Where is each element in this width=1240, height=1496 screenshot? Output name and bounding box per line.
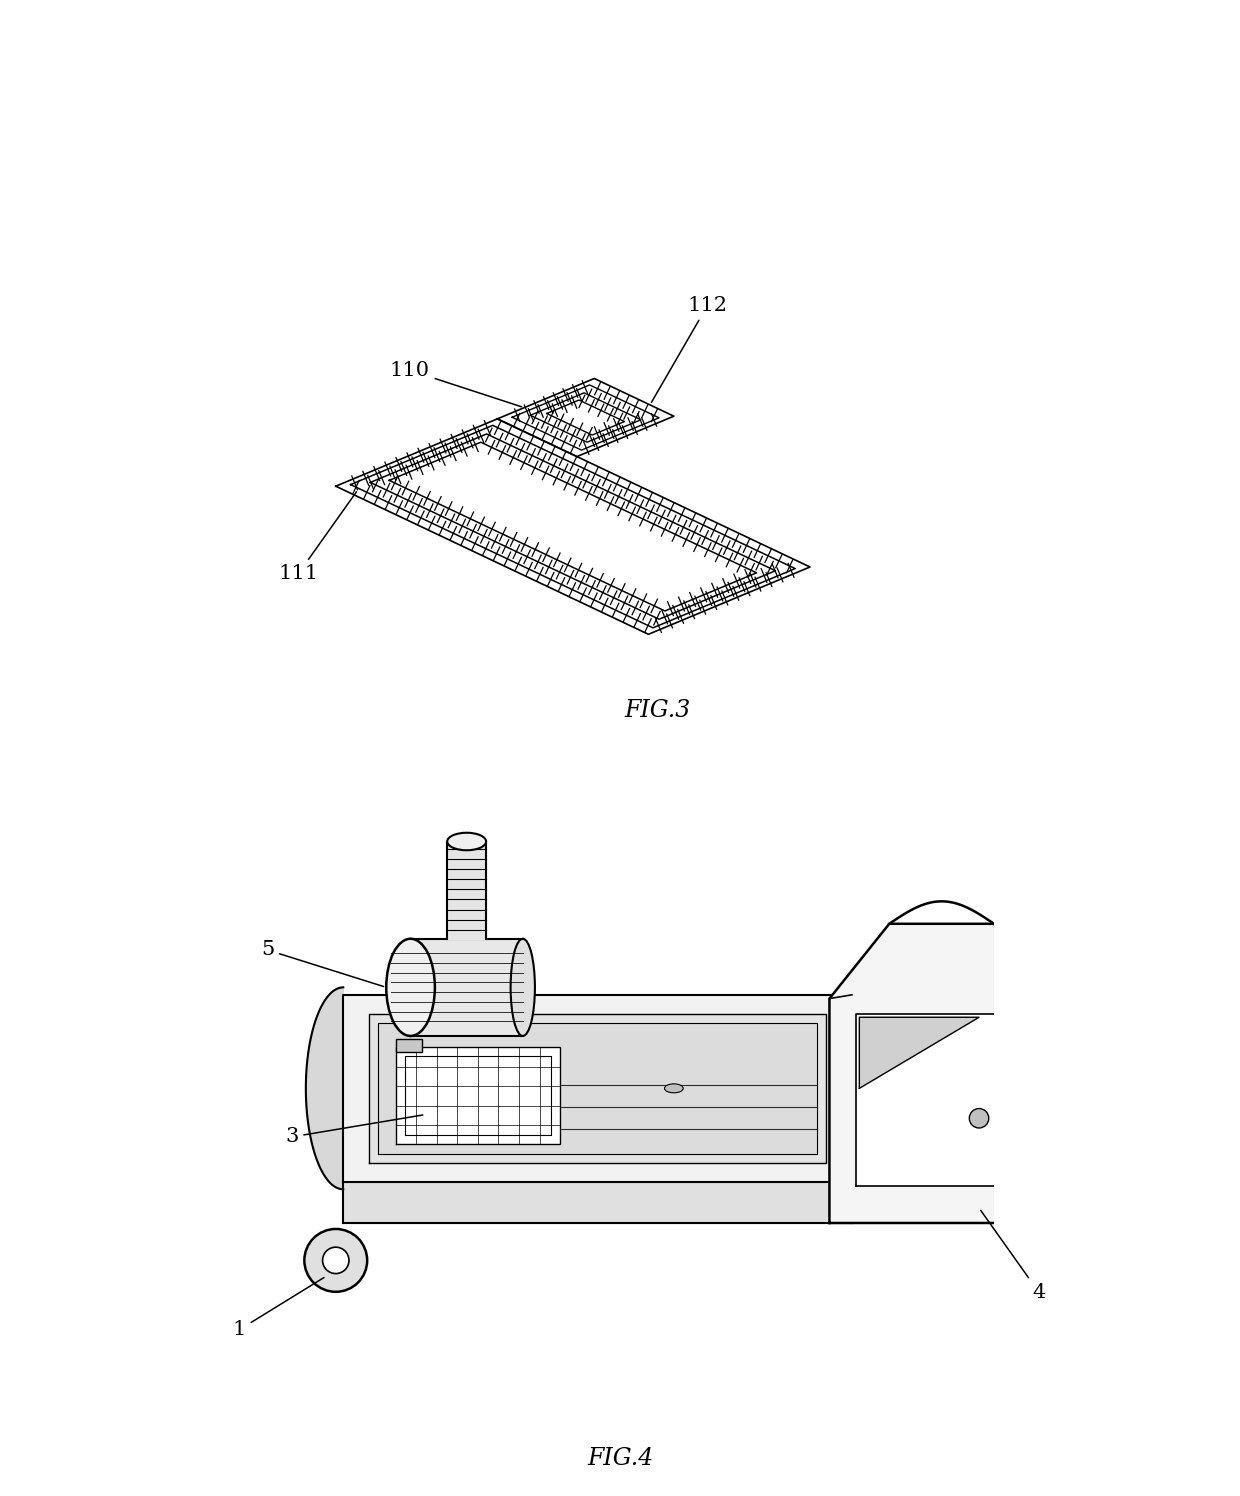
Polygon shape: [351, 425, 795, 628]
Circle shape: [322, 1248, 348, 1273]
Polygon shape: [830, 923, 1039, 1224]
Polygon shape: [370, 1014, 826, 1164]
Text: FIG.3: FIG.3: [624, 699, 691, 723]
Text: 111: 111: [278, 492, 356, 583]
Polygon shape: [856, 1014, 1013, 1185]
Circle shape: [304, 1230, 367, 1291]
Text: 1: 1: [233, 1278, 324, 1339]
Ellipse shape: [665, 1083, 683, 1092]
Ellipse shape: [511, 939, 534, 1035]
Polygon shape: [512, 384, 658, 450]
Polygon shape: [389, 443, 756, 610]
Text: 4: 4: [981, 1210, 1045, 1302]
Polygon shape: [306, 987, 343, 1224]
Text: 110: 110: [389, 361, 522, 407]
Polygon shape: [859, 1017, 980, 1089]
Bar: [396, 1040, 422, 1053]
Circle shape: [970, 1109, 988, 1128]
Text: FIG.4: FIG.4: [587, 1447, 653, 1471]
Text: 3: 3: [285, 1115, 423, 1146]
Polygon shape: [336, 419, 810, 634]
Polygon shape: [396, 1047, 560, 1144]
Text: 5: 5: [260, 941, 383, 986]
Polygon shape: [852, 987, 889, 1224]
Polygon shape: [410, 939, 523, 1037]
Ellipse shape: [448, 833, 486, 850]
Text: 112: 112: [651, 296, 728, 402]
Polygon shape: [371, 434, 775, 619]
Polygon shape: [497, 378, 673, 456]
Polygon shape: [378, 1023, 817, 1155]
Polygon shape: [547, 399, 625, 435]
Polygon shape: [531, 393, 641, 443]
Ellipse shape: [386, 939, 435, 1035]
Polygon shape: [343, 1182, 852, 1224]
Polygon shape: [448, 841, 486, 939]
Polygon shape: [343, 995, 852, 1182]
